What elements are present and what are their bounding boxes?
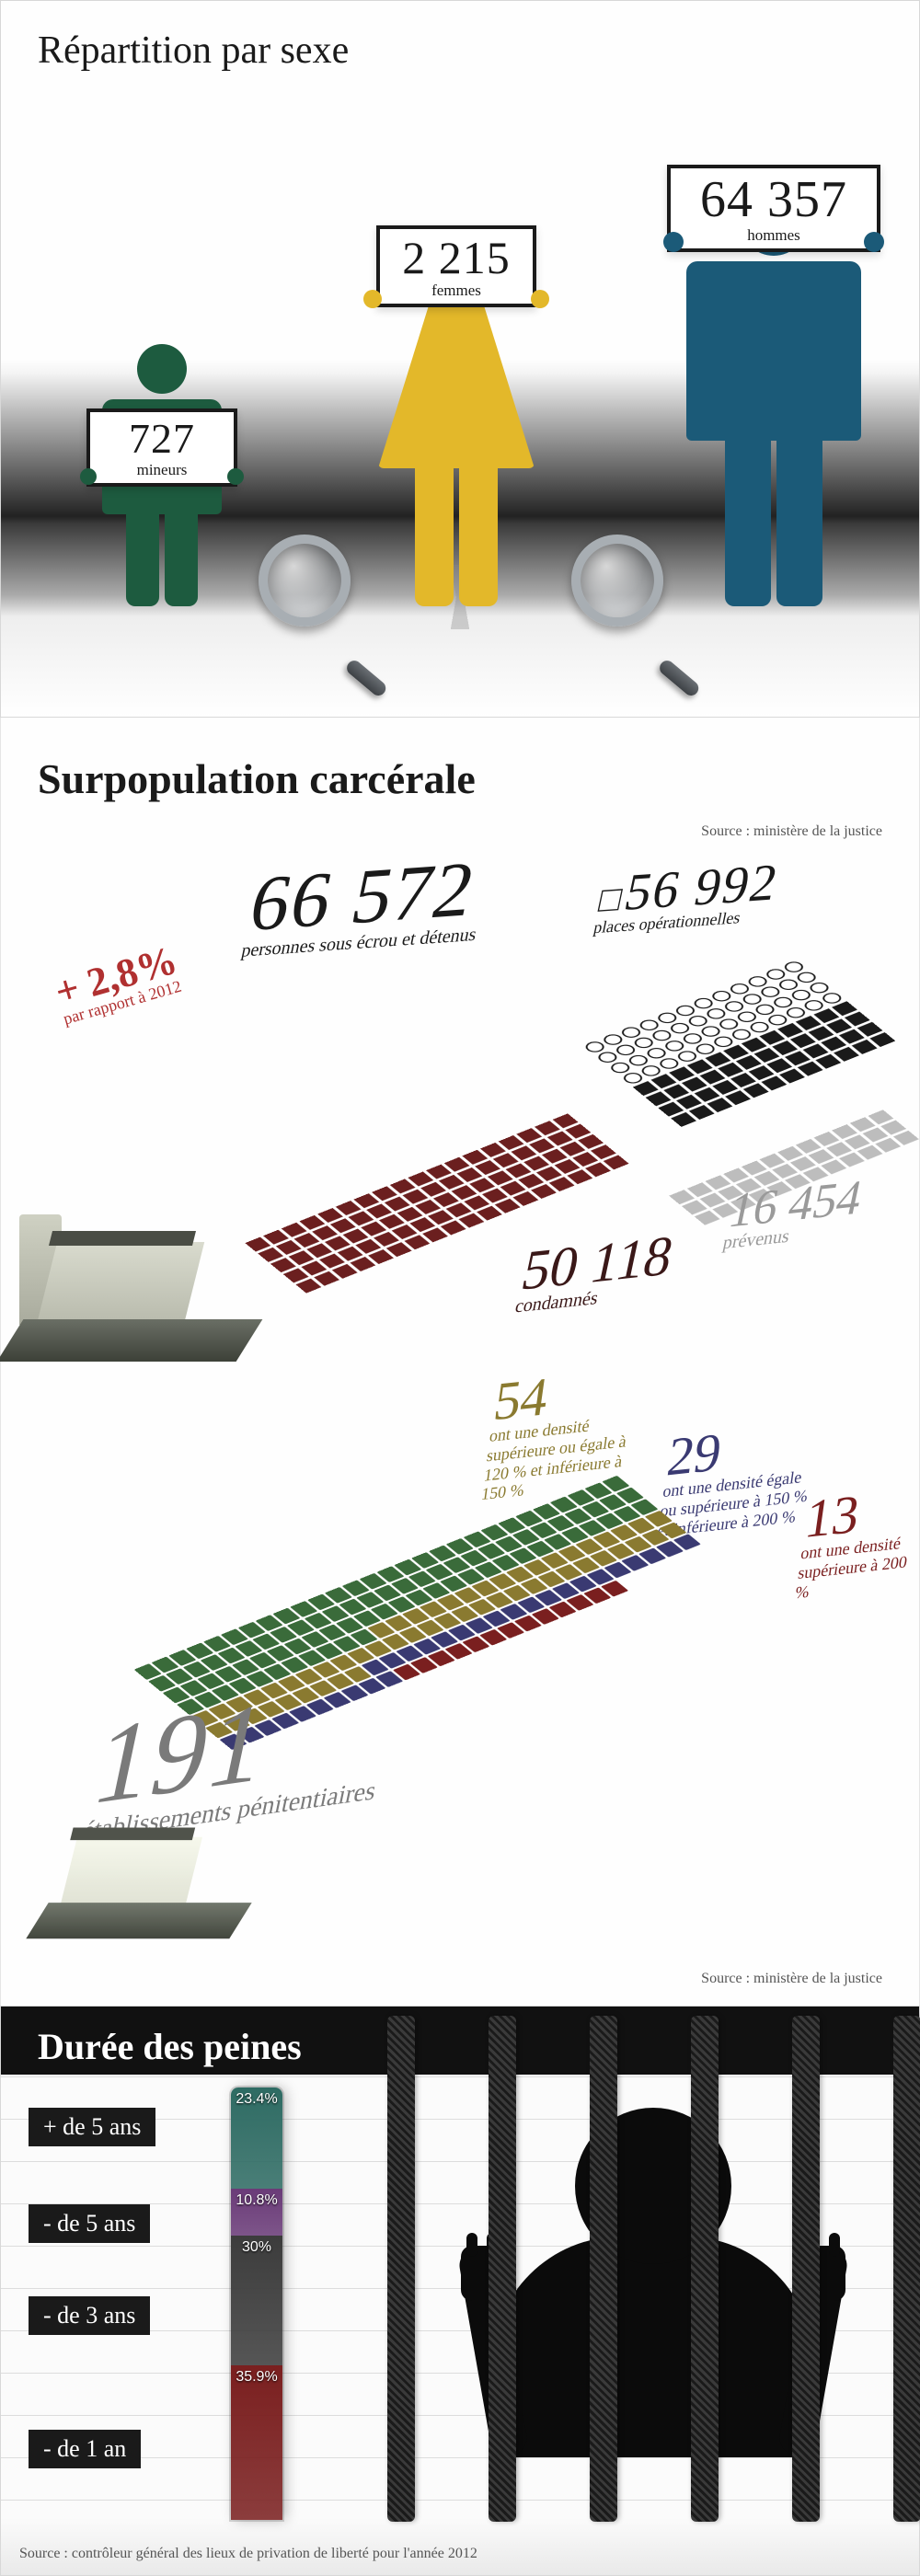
iso-grid-capacity <box>582 960 895 1127</box>
density-band-29: 29 ont une densité égale ou supérieure à… <box>656 1417 826 1540</box>
duration-label: + de 5 ans <box>29 2108 155 2146</box>
figure-women: 2 215 femmes <box>360 239 553 606</box>
duration-row: - de 5 ans <box>29 2204 150 2243</box>
stat-detained: 66 572 personnes sous écrou et détenus <box>240 851 494 960</box>
bar-segment: 23.4% <box>231 2087 282 2189</box>
person-head-icon <box>137 344 187 394</box>
bar-segment: 35.9% <box>231 2365 282 2520</box>
prison-bar-icon <box>489 2016 516 2522</box>
section-overcrowding: Surpopulation carcérale Source : ministè… <box>0 718 920 2006</box>
women-count: 2 215 <box>393 235 520 281</box>
prison-compound-icon <box>38 1806 241 1939</box>
figure-men: 64 357 hommes <box>673 188 875 606</box>
person-body-icon <box>378 307 535 468</box>
density-13-text: ont une densité supérieure à 200 % <box>794 1534 908 1602</box>
men-count: 64 357 <box>684 174 864 225</box>
segment-pct: 10.8% <box>236 2192 277 2209</box>
prison-bars-illustration <box>387 2007 891 2522</box>
stat-convicted: 50 118 condamnés <box>513 1228 678 1316</box>
prison-bar-icon <box>387 2016 415 2522</box>
density-band-13: 13 ont une densité supérieure à 200 % <box>794 1484 919 1603</box>
stat-change-vs-2012: + 2,8% par rapport à 2012 <box>52 941 186 1028</box>
duration-row: + de 5 ans <box>29 2108 155 2146</box>
stat-accused: 16 454 prévenus <box>721 1175 866 1253</box>
minors-count: 727 <box>103 418 221 460</box>
prison-bar-icon <box>691 2016 719 2522</box>
bar-segment: 30% <box>231 2236 282 2365</box>
density-band-54: 54 ont une densité supérieure ou égale à… <box>480 1362 653 1504</box>
section3-title: Durée des peines <box>38 2025 302 2068</box>
section-gender-breakdown: Répartition par sexe 727 mineurs 2 215 f… <box>0 0 920 718</box>
section-sentence-duration: Durée des peines + de 5 ans - de 5 ans - d… <box>0 2006 920 2576</box>
magnifier-icon <box>571 535 700 663</box>
segment-pct: 30% <box>242 2239 271 2256</box>
duration-label: - de 5 ans <box>29 2204 150 2243</box>
duration-label: - de 3 ans <box>29 2296 150 2335</box>
prison-bar-icon <box>893 2016 920 2522</box>
prison-bar-icon <box>792 2016 820 2522</box>
segment-pct: 23.4% <box>236 2091 277 2108</box>
stat-capacity: □ 56 992 places opérationnelles <box>592 858 784 937</box>
segment-pct: 35.9% <box>236 2369 277 2386</box>
section2-title: Surpopulation carcérale <box>38 754 476 803</box>
duration-label: - de 1 an <box>29 2430 141 2468</box>
duration-row: - de 3 ans <box>29 2296 150 2335</box>
section1-title: Répartition par sexe <box>38 29 349 73</box>
section3-source: Source : contrôleur général des lieux de… <box>19 2546 477 2562</box>
bar-segment: 10.8% <box>231 2189 282 2236</box>
sentence-stacked-bar: 23.4% 10.8% 30% 35.9% <box>231 2087 282 2520</box>
section2-source-top: Source : ministère de la justice <box>701 823 882 840</box>
prison-bar-icon <box>590 2016 617 2522</box>
magnifier-icon <box>259 535 387 663</box>
figure-minors: 727 mineurs <box>84 344 240 606</box>
duration-row: - de 1 an <box>29 2430 141 2468</box>
person-body-icon <box>686 261 861 441</box>
section2-source-bottom: Source : ministère de la justice <box>701 1971 882 1987</box>
prison-building-icon <box>10 1205 249 1362</box>
